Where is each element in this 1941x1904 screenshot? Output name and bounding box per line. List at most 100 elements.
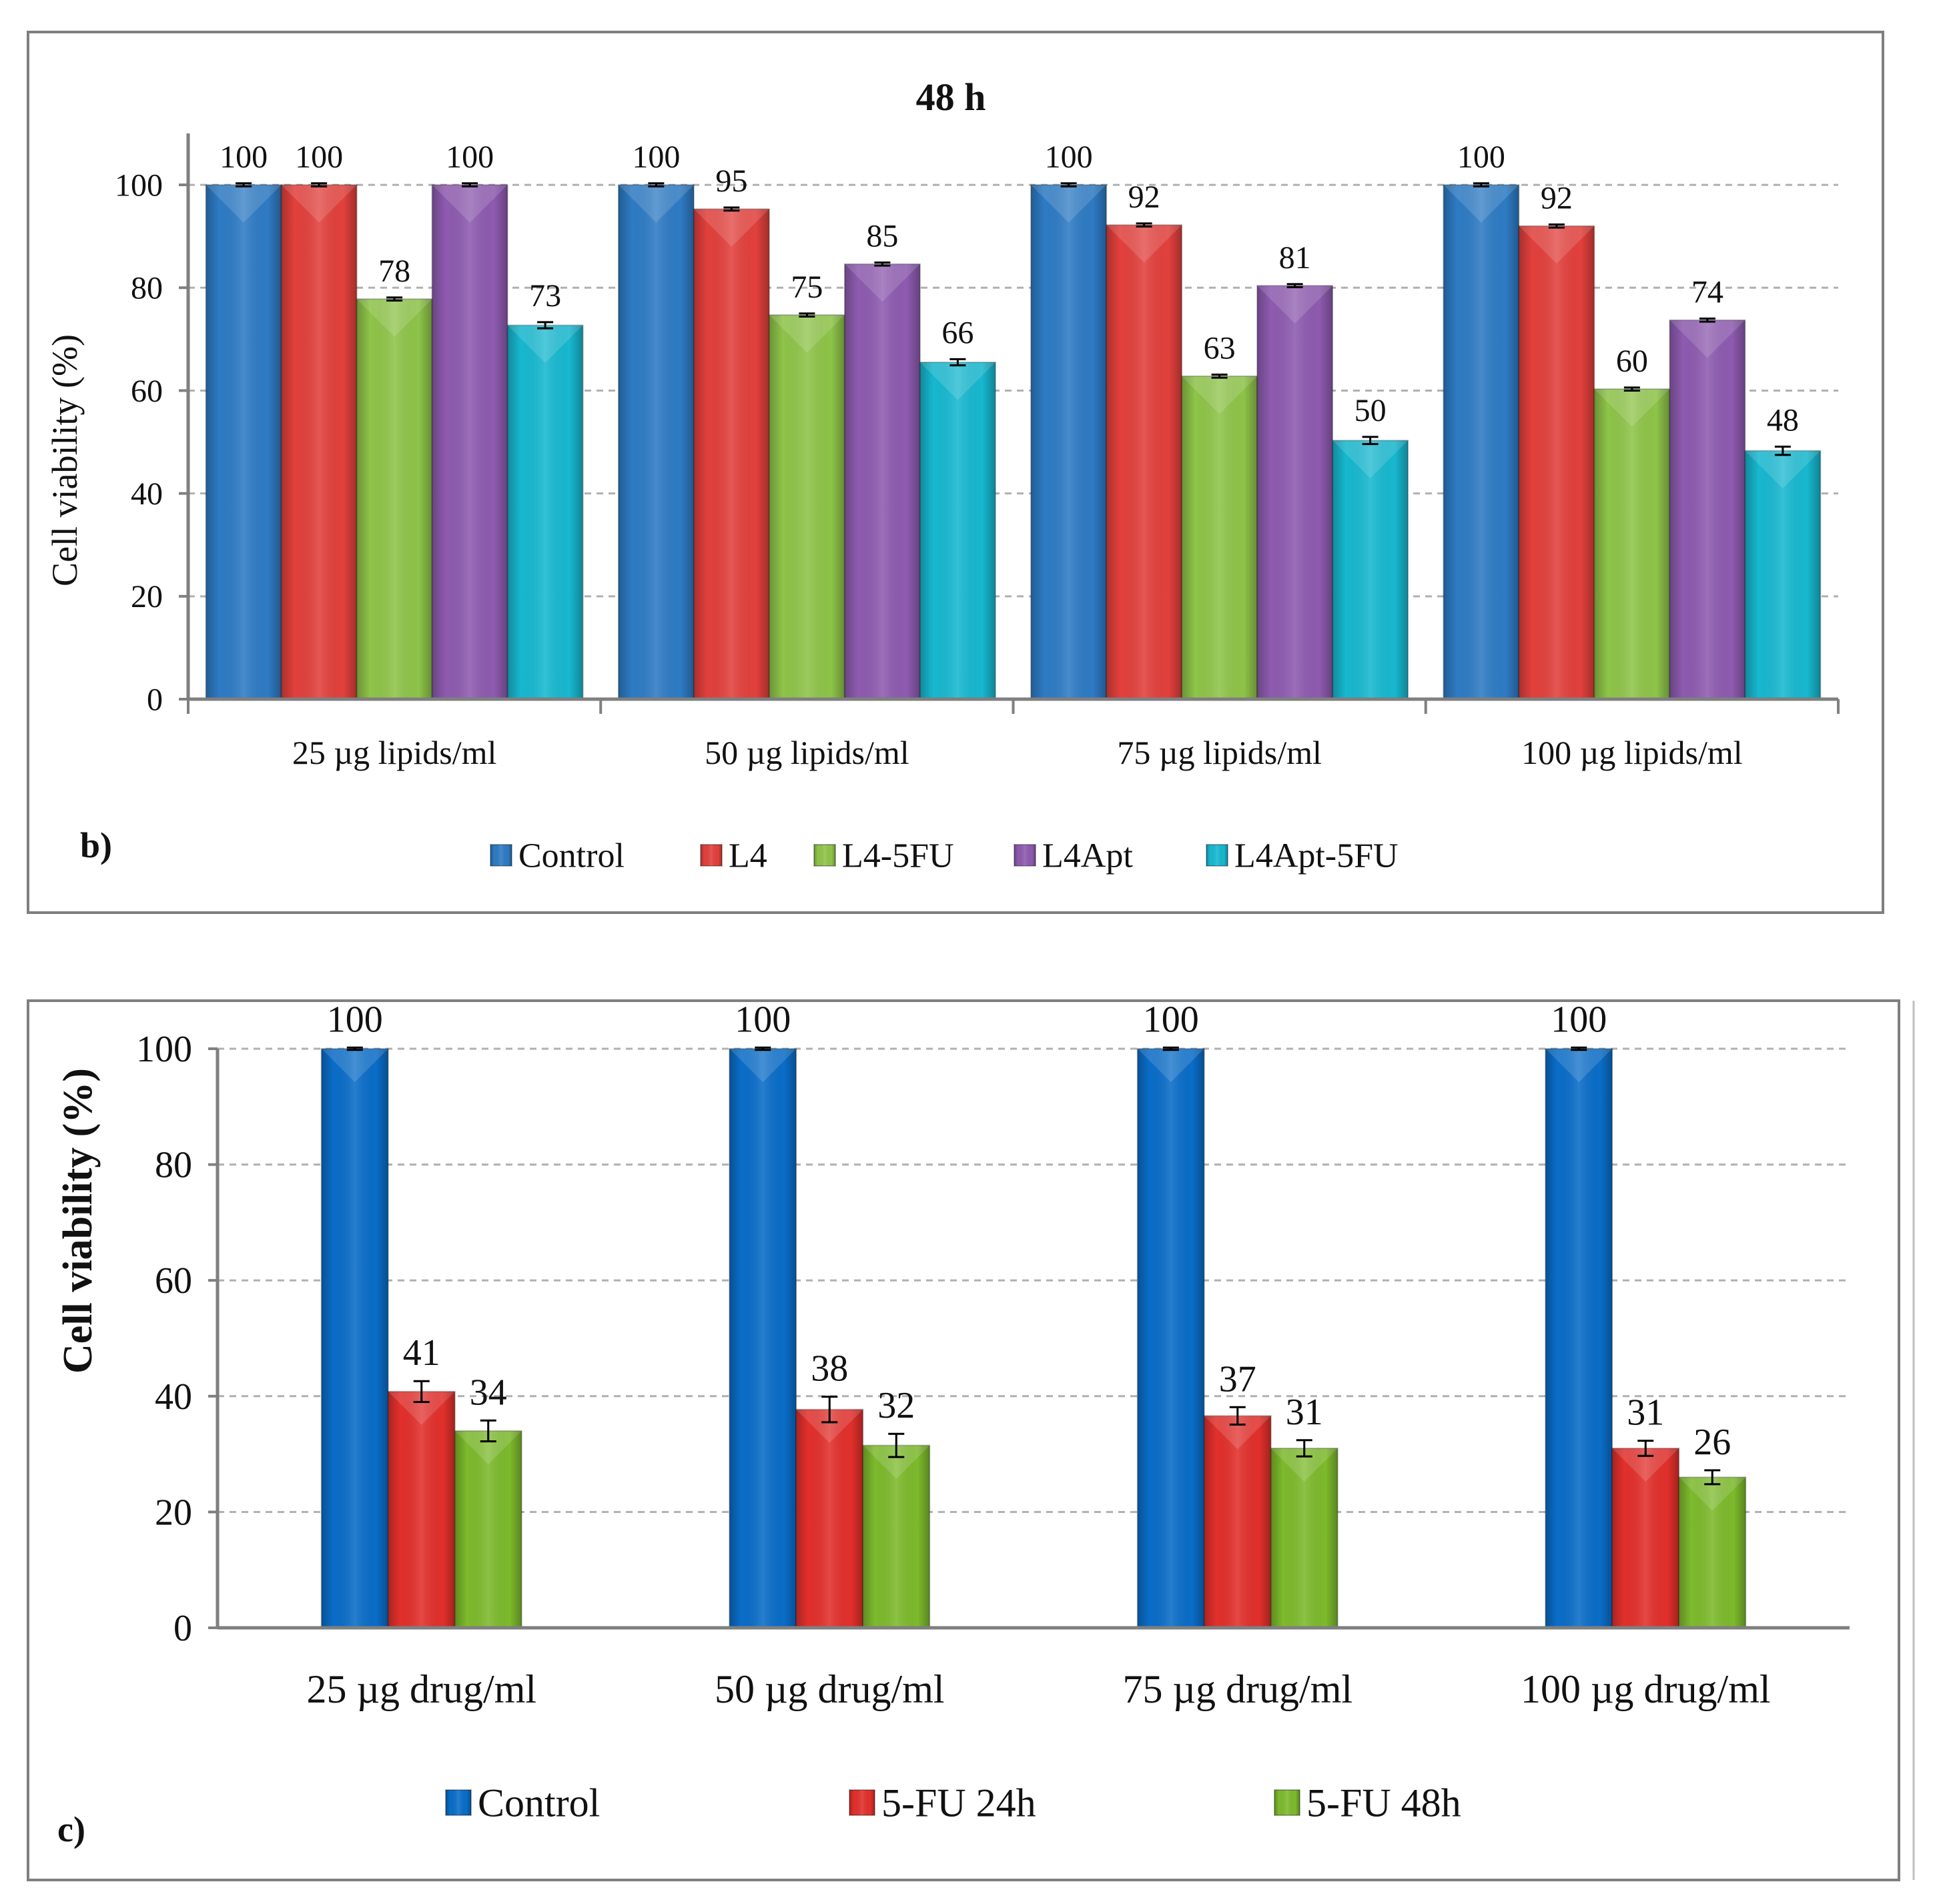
panel-b-y-tick-label: 20 [131, 579, 163, 614]
panel-c-y-tick-label: 80 [155, 1145, 192, 1186]
panel-b-bar-bevel [1745, 450, 1821, 489]
panel-b-legend-label: Control [518, 837, 625, 875]
panel-c-data-label: 38 [811, 1348, 848, 1390]
panel-c-bar-bevel [1270, 1448, 1338, 1482]
panel-c-y-tick-label: 20 [155, 1492, 192, 1533]
panel-b-letter: b) [80, 825, 112, 865]
panel-b-data-label: 100 [632, 139, 680, 175]
panel-c-labels: 100 41 34 100 38 32 100 37 31 100 31 26 [327, 999, 1731, 1463]
panel-b-data-label: 66 [941, 315, 974, 350]
panel-b-legend-label: L4Apt-5FU [1234, 837, 1399, 875]
panel-b-bar-bevel [1106, 225, 1182, 263]
panel-c-data-label: 41 [403, 1332, 440, 1374]
panel-b-data-label: 50 [1354, 393, 1387, 428]
panel-b-data-label: 81 [1279, 240, 1311, 276]
panel-c-bar-bevel [1137, 1049, 1204, 1082]
panel-c-legend-swatch-shading [446, 1790, 471, 1815]
panel-b-bar-shading [206, 185, 282, 699]
panel-c-data-label: 32 [877, 1385, 915, 1426]
panel-c-bar-bevel [863, 1445, 930, 1479]
panel-b-data-label: 73 [529, 278, 561, 314]
panel-c-y-axis-label: Cell viability (%) [55, 1068, 101, 1374]
panel-b-bar-shading [1031, 185, 1107, 699]
panel-b-bar-bevel [1669, 320, 1745, 358]
panel-c-data-label: 26 [1693, 1422, 1731, 1463]
panel-b-bar-bevel [206, 185, 282, 223]
panel-b-chart: 48 h Cell viability (%) b) 0 20 40 60 80 100 2… [45, 75, 1840, 875]
panel-b-bar-shading [281, 185, 357, 699]
panel-c-data-label: 31 [1286, 1392, 1323, 1433]
panel-b-bar-bevel [1594, 389, 1670, 427]
panel-c-bar-bevel [1545, 1049, 1613, 1082]
panel-b-category-label: 75 µg lipids/ml [1117, 734, 1322, 771]
panel-b-data-label: 60 [1616, 344, 1648, 379]
panel-b-bar-shading [1594, 389, 1670, 699]
panel-c-frame [27, 999, 1900, 1881]
panel-b-y-tick-label: 0 [147, 682, 163, 717]
panel-b-category-label: 50 µg lipids/ml [705, 734, 909, 771]
panel-c-y-tick-label: 40 [155, 1376, 192, 1418]
panel-c-bar-shading [1545, 1049, 1613, 1628]
panel-b-bar-bevel [1443, 185, 1519, 223]
panel-b-bar-shading [1519, 225, 1595, 699]
panel-b-category-label: 100 µg lipids/ml [1521, 734, 1743, 771]
panel-b-bar-shading [507, 325, 583, 700]
panel-b-y-tick-label: 80 [131, 271, 163, 306]
panel-b-y-axis-label: Cell viability (%) [45, 334, 85, 586]
panel-b-bar-shading [1257, 286, 1333, 699]
panel-c-bar-shading [796, 1409, 863, 1628]
panel-c-data-label: 34 [470, 1372, 507, 1413]
panel-b-data-label: 75 [791, 270, 823, 305]
panel-b-y-tick-label: 100 [115, 167, 163, 203]
panel-c-axes: 0 20 40 60 80 100 25 µg drug/ml 50 µg drug/ml 75… [136, 1029, 1850, 1711]
panel-b-data-label: 85 [866, 218, 898, 254]
panel-b-category-label: 25 µg lipids/ml [292, 734, 497, 771]
panel-c-data-label: 100 [1551, 999, 1607, 1040]
panel-c-bar-shading [1612, 1448, 1679, 1628]
panel-b-bar-bevel [844, 264, 920, 302]
panel-c-data-label: 37 [1219, 1358, 1256, 1400]
panel-b-data-label: 48 [1767, 402, 1799, 438]
panel-b-bar-shading [1443, 185, 1519, 699]
panel-b-legend-swatch-shading [490, 845, 512, 866]
panel-b-bar-shading [693, 209, 769, 700]
panel-c-bar-bevel [388, 1391, 455, 1425]
panel-c-category-label: 50 µg drug/ml [715, 1667, 945, 1711]
panel-b-data-label: 92 [1128, 179, 1160, 215]
panel-b-data-label: 78 [378, 254, 410, 289]
panel-b-legend: Control L4 L4-5FU L4Apt L4Apt-5FU [490, 837, 1399, 875]
panel-b-bar-shading [356, 299, 432, 699]
panel-b-bars [205, 182, 1822, 700]
panel-b-legend-swatch-shading [814, 845, 835, 866]
panel-b-data-label: 100 [1045, 139, 1093, 175]
panel-b-data-label: 100 [1457, 139, 1505, 175]
panel-b-legend-swatch-shading [1206, 845, 1228, 866]
panel-c-legend-label: Control [478, 1781, 600, 1825]
panel-b-y-tick-label: 60 [131, 374, 163, 409]
panel-b-bar-bevel [693, 209, 769, 247]
panel-b-data-label: 92 [1541, 180, 1573, 215]
panel-b-bar-bevel [1519, 225, 1595, 264]
panel-b-bar-shading [618, 185, 694, 699]
panel-c-legend: Control 5-FU 24h 5-FU 48h [445, 1781, 1461, 1825]
panel-b-data-label: 95 [715, 163, 747, 199]
panel-c-data-label: 100 [735, 999, 791, 1040]
panel-c-bar-shading [388, 1391, 455, 1628]
panel-b-bar-bevel [1031, 185, 1107, 223]
panel-b-labels: 100 100 78 100 73 100 95 75 85 66 100 92 63 81 50 100 92… [220, 139, 1799, 438]
panel-b-legend-swatch-shading [1014, 845, 1036, 866]
panel-b-data-label: 100 [295, 139, 343, 175]
panel-b-legend-label: L4 [729, 837, 767, 875]
panel-c-legend-label: 5-FU 48h [1306, 1781, 1461, 1825]
panel-b-bar-shading [919, 362, 996, 699]
panel-b-bar-bevel [507, 325, 583, 364]
panel-b-bar-bevel [1182, 376, 1258, 414]
panel-c-bar-shading [1270, 1448, 1338, 1628]
panel-c-y-tick-label: 100 [136, 1029, 192, 1070]
panel-c-bar-bevel [1204, 1416, 1271, 1450]
panel-b-bar-shading [1106, 225, 1182, 700]
panel-c-legend-swatch-shading [849, 1790, 875, 1815]
panel-b-bar-shading [432, 185, 508, 699]
panel-b-data-label: 74 [1691, 275, 1723, 310]
panel-c-bar-bevel [729, 1049, 797, 1082]
